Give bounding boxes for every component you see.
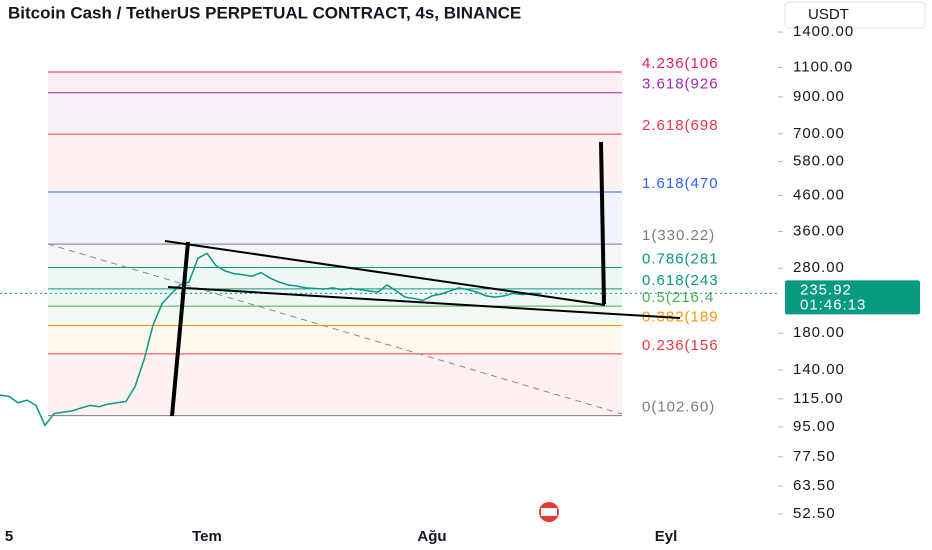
y-tick-label: 95.00 xyxy=(793,418,836,435)
trend-line xyxy=(164,240,606,306)
fib-band xyxy=(48,191,622,245)
y-tick-label: 52.50 xyxy=(793,505,836,522)
y-tick-label: 115.00 xyxy=(793,390,844,407)
fib-label: 0(102.60) xyxy=(642,399,715,416)
fib-label: 2.618(698 xyxy=(642,117,719,134)
x-tick-label: Tem xyxy=(192,528,222,545)
currency[interactable]: USDT xyxy=(808,6,849,23)
y-tick-label: 77.50 xyxy=(793,448,836,465)
fib-band xyxy=(48,267,622,289)
chart-title: Bitcoin Cash / TetherUS PERPETUAL CONTRA… xyxy=(8,3,521,22)
y-tick-label: 700.00 xyxy=(793,125,845,142)
header xyxy=(0,0,778,28)
fib-label: 0.786(281 xyxy=(642,250,719,267)
fib-label: 0.618(243 xyxy=(642,272,719,289)
fib-band xyxy=(48,244,622,268)
y-tick-label: 180.00 xyxy=(793,324,845,341)
y-tick-label: 63.50 xyxy=(793,477,836,494)
x-tick-label: 5 xyxy=(5,528,13,545)
fib-band xyxy=(48,71,622,93)
fib-label: 1.618(470 xyxy=(642,175,719,192)
trend-line xyxy=(167,286,681,319)
y-tick-label: 900.00 xyxy=(793,88,845,105)
fib-label: 0.382(189 xyxy=(642,308,719,325)
price-tag xyxy=(785,280,920,315)
x-tick-label: Eyl xyxy=(655,528,678,545)
fib-band xyxy=(48,306,622,326)
y-tick-label: 580.00 xyxy=(793,152,845,169)
fib-label: 1(330.22) xyxy=(642,227,715,244)
fib-label: 0.5(216.4 xyxy=(642,289,714,306)
countdown: 01:46:13 xyxy=(800,296,866,313)
y-tick-label: 1400.00 xyxy=(793,23,854,40)
fib-band xyxy=(48,134,622,192)
y-tick-label: 1100.00 xyxy=(793,58,853,75)
price-tag-label: 235.92 xyxy=(800,281,852,298)
fib-band xyxy=(48,353,622,416)
target-line xyxy=(599,141,606,305)
plot: 4.236(106 3.618(926 2.618(698 1.618(470 1(33… xyxy=(0,55,778,427)
currency-button[interactable] xyxy=(784,1,926,29)
price-axis xyxy=(778,0,932,550)
fib-label: 3.618(926 xyxy=(642,76,719,93)
fib-band xyxy=(48,92,622,135)
y-tick-label: 140.00 xyxy=(793,361,845,378)
fib-band xyxy=(48,325,622,354)
y-tick-label: 460.00 xyxy=(793,186,845,203)
y-tick-label: 280.00 xyxy=(793,259,845,276)
dashed-trend xyxy=(47,243,623,415)
flag-pole xyxy=(170,241,190,417)
axis-labels: 1400.00 1100.00 900.00 700.00 580.00 460.00 36… xyxy=(5,23,920,545)
fib-label: 0.236(156 xyxy=(642,337,719,354)
y-tick-label: 360.00 xyxy=(793,222,845,239)
logo xyxy=(541,508,557,516)
x-tick-label: Ağu xyxy=(417,528,446,545)
fib-label: 4.236(106 xyxy=(642,55,719,72)
price-line xyxy=(0,252,540,427)
